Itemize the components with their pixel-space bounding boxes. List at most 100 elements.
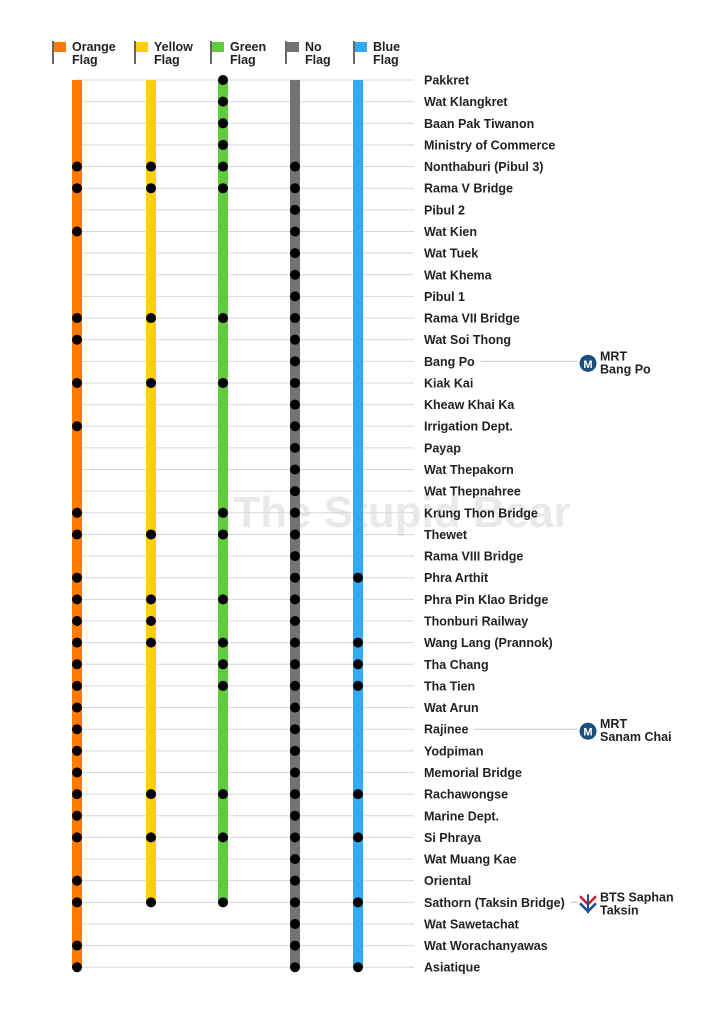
stop-label: Wang Lang (Prannok) <box>424 636 553 650</box>
stop-dot <box>290 377 300 388</box>
stop-dot <box>218 897 228 908</box>
stop-dot <box>218 637 228 648</box>
stop-dot <box>72 659 82 670</box>
stop-dot <box>146 313 156 324</box>
stop-label: Tha Chang <box>424 658 489 672</box>
stop-dot <box>72 940 82 951</box>
stop-dot <box>290 659 300 670</box>
stop-label: Memorial Bridge <box>424 766 522 780</box>
stop-label: Thonburi Railway <box>424 615 528 629</box>
stop-dot <box>72 161 82 172</box>
stop-dot <box>72 572 82 583</box>
stop-dot <box>72 637 82 648</box>
bts-logo-icon <box>579 894 597 914</box>
stop-dot <box>290 745 300 756</box>
stop-dot <box>72 313 82 324</box>
stop-label: Asiatique <box>424 961 480 975</box>
stop-dot <box>218 75 228 85</box>
stop-label: Wat Sawetachat <box>424 917 520 931</box>
stop-label: Kiak Kai <box>424 376 473 390</box>
stop-dot <box>290 486 300 497</box>
stop-label: Phra Pin Klao Bridge <box>424 593 548 607</box>
mrt-logo-letter: M <box>583 359 592 371</box>
stop-dot <box>290 204 300 215</box>
stop-label: Wat Thepnahree <box>424 485 521 499</box>
stop-dot <box>290 616 300 626</box>
stop-dot <box>290 161 300 172</box>
connection-label: BTS Saphan <box>600 890 674 904</box>
stop-dot <box>218 118 228 129</box>
stop-label: Thewet <box>424 528 468 542</box>
stop-dot <box>290 421 300 432</box>
stop-label: Oriental <box>424 874 471 888</box>
stop-dot <box>290 789 300 800</box>
mrt-logo-circle <box>579 722 597 740</box>
stop-dot <box>290 962 300 973</box>
stop-dot <box>218 183 228 194</box>
stop-dot <box>72 421 82 432</box>
stop-label: Wat Kien <box>424 225 477 239</box>
stop-dot <box>218 680 228 691</box>
stop-label: Si Phraya <box>424 831 482 845</box>
stop-dot <box>72 875 82 886</box>
stop-label: Irrigation Dept. <box>424 420 513 434</box>
stop-label: Rama V Bridge <box>424 182 513 196</box>
stop-dot <box>218 377 228 388</box>
legend-label: No <box>305 40 322 54</box>
stop-dot <box>353 572 363 583</box>
stop-dot <box>290 594 300 605</box>
stop-dot <box>290 767 300 778</box>
stop-label: Kheaw Khai Ka <box>424 398 515 412</box>
stop-dot <box>146 161 156 172</box>
stop-label: Wat Klangkret <box>424 95 508 109</box>
stop-dot <box>146 183 156 194</box>
connection-label: Taksin <box>600 903 639 917</box>
stop-dot <box>72 183 82 194</box>
stop-label: Wat Soi Thong <box>424 333 511 347</box>
stop-dot <box>290 551 300 562</box>
stop-label: Rama VIII Bridge <box>424 550 523 564</box>
stop-dot <box>290 334 300 345</box>
stop-label: Wat Tuek <box>424 247 478 261</box>
stop-dot <box>290 269 300 280</box>
legend-label: Yellow <box>154 40 193 54</box>
flag-icon <box>212 42 224 52</box>
stop-dot <box>72 789 82 800</box>
legend-label: Green <box>230 40 266 54</box>
stop-dot <box>290 507 300 518</box>
stop-dot <box>218 659 228 670</box>
stop-label: Baan Pak Tiwanon <box>424 117 534 131</box>
stop-dot <box>146 616 156 626</box>
stop-label: Nonthaburi (Pibul 3) <box>424 160 543 174</box>
stop-dot <box>72 594 82 605</box>
stop-label: Sathorn (Taksin Bridge) <box>424 896 565 910</box>
stop-dot <box>218 139 228 150</box>
stop-label: Wat Muang Kae <box>424 853 517 867</box>
flag-icon <box>54 42 66 52</box>
stop-dot <box>146 594 156 605</box>
legend-label: Flag <box>373 53 399 67</box>
stop-dot <box>72 616 82 626</box>
stop-dot <box>218 789 228 800</box>
stop-dot <box>218 529 228 540</box>
flag-icon <box>355 42 367 52</box>
stop-dot <box>290 291 300 302</box>
stop-label: Tha Tien <box>424 679 475 693</box>
stop-label: Pibul 2 <box>424 203 465 217</box>
stop-dot <box>290 399 300 410</box>
stop-dot <box>290 810 300 821</box>
stop-dot <box>290 702 300 713</box>
legend-label: Flag <box>230 53 256 67</box>
stop-dot <box>290 226 300 237</box>
connection-label: Sanam Chai <box>600 730 672 744</box>
stop-dot <box>146 377 156 388</box>
stop-dot <box>146 637 156 648</box>
stop-dot <box>353 897 363 908</box>
stop-dot <box>290 313 300 324</box>
